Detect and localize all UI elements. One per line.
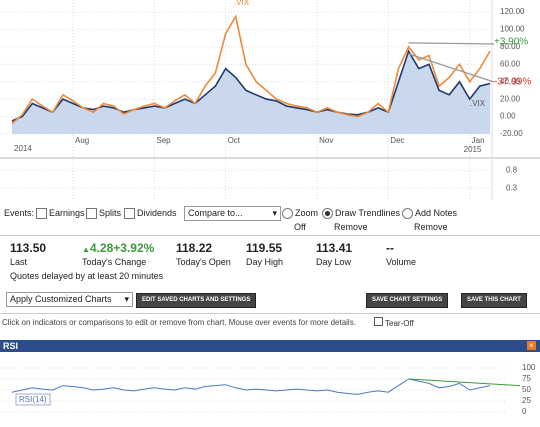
rsi-line	[11, 378, 491, 395]
quote-value: 113.41	[316, 241, 352, 255]
y-tick-label: 0.3	[506, 183, 518, 192]
quote-label: Today's Open	[176, 257, 231, 267]
trend-radio[interactable]: Draw Trendlines	[322, 208, 400, 220]
y-tick-label: 0.8	[506, 165, 518, 174]
price-chart: 120.00 100.00 80.00 60.00 40.00 20.00 0.00 -20.…	[0, 0, 540, 202]
change-label: +3.90%	[494, 37, 528, 48]
x-tick-label: Aug	[75, 136, 89, 145]
edit-button[interactable]: EDIT SAVED CHARTS AND SETTINGS	[136, 293, 257, 308]
y-tick-label: 40.00	[500, 77, 521, 86]
earnings-checkbox[interactable]: Earnings	[36, 208, 85, 220]
hint: Click on indicators or comparisons to ed…	[2, 318, 356, 327]
change-label: -37.99%	[494, 77, 531, 88]
save-settings-button[interactable]: SAVE CHART SETTINGS	[366, 293, 449, 308]
trend-remove[interactable]: Remove	[334, 222, 368, 232]
y-tick-label: 100	[522, 363, 536, 372]
y-tick-label: 0.00	[500, 112, 516, 121]
notes-remove[interactable]: Remove	[414, 222, 448, 232]
y-tick-label: 20.00	[500, 94, 521, 103]
compare-select[interactable]: Compare to... ▾	[184, 206, 281, 221]
x-tick-label: Sep	[156, 136, 171, 145]
quote-number: 119.55	[246, 241, 283, 255]
series-name: .VIX	[234, 0, 250, 7]
notes-radio[interactable]: Add Notes	[402, 208, 457, 220]
y-tick-label: 25	[522, 396, 531, 405]
quote-number: 113.41	[316, 241, 353, 255]
quote-number: 4.28+3.92%	[89, 241, 155, 255]
x-tick-label: Nov	[319, 136, 333, 145]
events-label: Events:	[4, 208, 35, 218]
quote-number: --	[386, 241, 394, 255]
y-tick-label: 75	[522, 374, 531, 383]
zoom-radio[interactable]: Zoom	[282, 208, 318, 220]
trendline	[408, 42, 495, 45]
close-button[interactable]: ×	[527, 341, 536, 350]
divider	[0, 235, 540, 236]
quote-value: ▲4.28+3.92%	[82, 241, 154, 255]
rsi-header	[0, 340, 540, 352]
rsi-chart: 100 75 50 25 0 RSI(14)	[0, 363, 536, 416]
quote-label: Volume	[386, 257, 417, 267]
quote-value: 113.50	[10, 241, 46, 255]
x-tick-label: Jan	[472, 136, 485, 145]
rsi-title: RSI	[3, 341, 19, 351]
y-tick-label: 100.00	[500, 25, 525, 34]
x-tick-label: Dec	[390, 136, 404, 145]
zoom-off[interactable]: Off	[294, 222, 306, 232]
y-tick-label: 0	[522, 407, 527, 416]
series-line	[11, 14, 491, 125]
legend-box	[15, 393, 51, 406]
quote-label: Last	[10, 257, 28, 267]
quote-number: 113.50	[10, 241, 47, 255]
y-tick-label: 120.00	[500, 7, 525, 16]
year-label: 2015	[464, 145, 482, 154]
x-tick-label: 2014	[14, 144, 32, 153]
y-tick-label: 60.00	[500, 59, 521, 68]
y-tick-label: -20.00	[500, 129, 523, 138]
quote-label: Day High	[246, 257, 284, 267]
tear-off[interactable]: Tear-Off	[374, 317, 414, 328]
up-arrow: ▲	[82, 245, 90, 254]
quote-value: 118.22	[176, 241, 212, 255]
quote-value: 119.55	[246, 241, 282, 255]
quote-label: Today's Change	[82, 257, 147, 267]
customized-select[interactable]: Apply Customized Charts ▾	[6, 292, 133, 307]
divider	[0, 313, 540, 314]
quote-number: 118.22	[176, 241, 213, 255]
splits-checkbox[interactable]: Splits	[86, 208, 121, 220]
quote-note: Quotes delayed by at least 20 minutes	[10, 271, 164, 281]
x-tick-label: Oct	[228, 136, 241, 145]
series-name: .VIX	[470, 99, 486, 108]
y-tick-label: 80.00	[500, 42, 521, 51]
dividends-checkbox[interactable]: Dividends	[124, 208, 177, 220]
quote-value: --	[386, 241, 394, 255]
quote-label: Day Low	[316, 257, 352, 267]
trendline	[408, 378, 521, 387]
y-tick-label: 50	[522, 385, 531, 394]
save-chart-button[interactable]: SAVE THIS CHART	[461, 293, 527, 308]
legend-label: RSI(14)	[19, 395, 47, 404]
trendline	[408, 53, 495, 83]
